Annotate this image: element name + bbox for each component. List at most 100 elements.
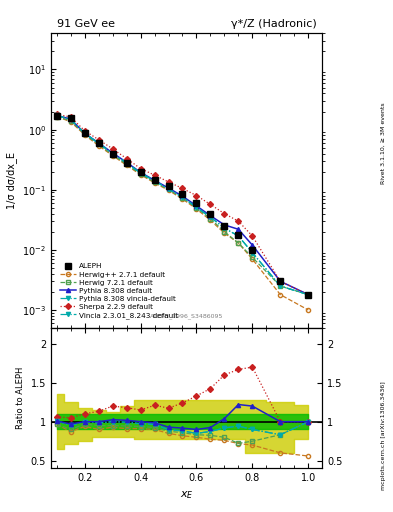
ALEPH (96, 140, 101, 146)
Pythia 8.308 default (208, 212, 213, 219)
Pythia 8.308 vincia-default (278, 283, 283, 289)
Herwig 7.2.1 default (96, 141, 101, 147)
Herwig 7.2.1 default (194, 205, 199, 211)
Herwig++ 2.7.1 default (68, 119, 73, 125)
Legend: ALEPH, Herwig++ 2.7.1 default, Herwig 7.2.1 default, Pythia 8.308 default, Pythi: ALEPH, Herwig++ 2.7.1 default, Herwig 7.… (57, 260, 181, 322)
ALEPH (54, 113, 59, 119)
Vincia 2.3.01_8.243 default (194, 204, 199, 210)
Sherpa 2.2.9 default (222, 210, 227, 217)
Vincia 2.3.01_8.243 default (68, 116, 73, 122)
Pythia 8.308 default (82, 130, 87, 136)
Line: ALEPH: ALEPH (54, 113, 311, 297)
Sherpa 2.2.9 default (236, 218, 241, 224)
Herwig++ 2.7.1 default (306, 307, 310, 313)
Line: Pythia 8.308 default: Pythia 8.308 default (55, 113, 310, 297)
Vincia 2.3.01_8.243 default (138, 170, 143, 176)
ALEPH (110, 151, 115, 157)
Pythia 8.308 vincia-default (68, 116, 73, 122)
Herwig++ 2.7.1 default (138, 172, 143, 178)
Vincia 2.3.01_8.243 default (124, 160, 129, 166)
Pythia 8.308 vincia-default (208, 214, 213, 220)
Sherpa 2.2.9 default (110, 146, 115, 152)
Herwig 7.2.1 default (138, 171, 143, 177)
Herwig++ 2.7.1 default (82, 132, 87, 138)
Pythia 8.308 default (278, 278, 283, 284)
Line: Herwig++ 2.7.1 default: Herwig++ 2.7.1 default (55, 115, 310, 312)
Vincia 2.3.01_8.243 default (208, 214, 213, 220)
Herwig 7.2.1 default (306, 291, 310, 297)
Vincia 2.3.01_8.243 default (222, 225, 227, 231)
Herwig 7.2.1 default (124, 161, 129, 167)
Line: Vincia 2.3.01_8.243 default: Vincia 2.3.01_8.243 default (55, 113, 310, 297)
Pythia 8.308 vincia-default (152, 178, 157, 184)
Pythia 8.308 default (236, 226, 241, 232)
Pythia 8.308 vincia-default (222, 225, 227, 231)
Pythia 8.308 default (54, 112, 59, 118)
Line: Sherpa 2.2.9 default: Sherpa 2.2.9 default (55, 112, 310, 297)
Line: Herwig 7.2.1 default: Herwig 7.2.1 default (55, 115, 310, 297)
Herwig++ 2.7.1 default (96, 143, 101, 149)
Pythia 8.308 vincia-default (96, 140, 101, 146)
Herwig 7.2.1 default (110, 152, 115, 158)
Pythia 8.308 default (96, 140, 101, 146)
Sherpa 2.2.9 default (54, 111, 59, 117)
Herwig++ 2.7.1 default (236, 240, 241, 246)
ALEPH (68, 115, 73, 121)
Pythia 8.308 vincia-default (82, 130, 87, 136)
ALEPH (278, 278, 283, 284)
Herwig++ 2.7.1 default (180, 196, 185, 202)
Vincia 2.3.01_8.243 default (236, 233, 241, 239)
ALEPH (208, 210, 213, 217)
ALEPH (222, 223, 227, 229)
Pythia 8.308 vincia-default (306, 291, 310, 297)
Sherpa 2.2.9 default (82, 127, 87, 134)
Pythia 8.308 default (68, 116, 73, 122)
Sherpa 2.2.9 default (278, 278, 283, 284)
ALEPH (166, 183, 171, 189)
Vincia 2.3.01_8.243 default (180, 194, 185, 200)
Sherpa 2.2.9 default (208, 201, 213, 207)
Sherpa 2.2.9 default (96, 137, 101, 143)
Pythia 8.308 default (306, 291, 310, 297)
Herwig 7.2.1 default (236, 240, 241, 246)
Vincia 2.3.01_8.243 default (54, 112, 59, 118)
Y-axis label: 1/σ dσ/dx_E: 1/σ dσ/dx_E (6, 152, 17, 209)
ALEPH (82, 130, 87, 136)
Sherpa 2.2.9 default (166, 179, 171, 185)
X-axis label: $x_E$: $x_E$ (180, 489, 193, 501)
Vincia 2.3.01_8.243 default (96, 140, 101, 146)
Pythia 8.308 default (166, 185, 171, 191)
Text: mcplots.cern.ch [arXiv:1306.3436]: mcplots.cern.ch [arXiv:1306.3436] (381, 381, 386, 489)
Vincia 2.3.01_8.243 default (306, 291, 310, 297)
Herwig 7.2.1 default (208, 216, 213, 222)
Herwig 7.2.1 default (166, 186, 171, 193)
Herwig++ 2.7.1 default (208, 217, 213, 223)
Pythia 8.308 default (152, 177, 157, 183)
Pythia 8.308 vincia-default (124, 160, 129, 166)
Pythia 8.308 vincia-default (138, 170, 143, 176)
Pythia 8.308 vincia-default (180, 194, 185, 200)
ALEPH (180, 191, 185, 197)
Line: Pythia 8.308 vincia-default: Pythia 8.308 vincia-default (55, 113, 310, 297)
ALEPH (124, 160, 129, 166)
Vincia 2.3.01_8.243 default (278, 283, 283, 289)
Pythia 8.308 default (138, 169, 143, 176)
Herwig 7.2.1 default (222, 229, 227, 235)
Pythia 8.308 default (222, 222, 227, 228)
ALEPH (250, 247, 255, 253)
Text: Rivet 3.1.10, ≥ 3M events: Rivet 3.1.10, ≥ 3M events (381, 102, 386, 184)
Sherpa 2.2.9 default (306, 291, 310, 297)
Herwig++ 2.7.1 default (278, 291, 283, 297)
Herwig++ 2.7.1 default (222, 230, 227, 236)
Herwig++ 2.7.1 default (124, 162, 129, 168)
Pythia 8.308 default (194, 203, 199, 209)
Herwig++ 2.7.1 default (166, 187, 171, 194)
Herwig 7.2.1 default (278, 283, 283, 289)
Herwig++ 2.7.1 default (152, 180, 157, 186)
Vincia 2.3.01_8.243 default (82, 130, 87, 136)
Sherpa 2.2.9 default (68, 114, 73, 120)
Sherpa 2.2.9 default (250, 233, 255, 239)
Sherpa 2.2.9 default (138, 165, 143, 172)
ALEPH (236, 231, 241, 238)
Herwig 7.2.1 default (68, 118, 73, 124)
